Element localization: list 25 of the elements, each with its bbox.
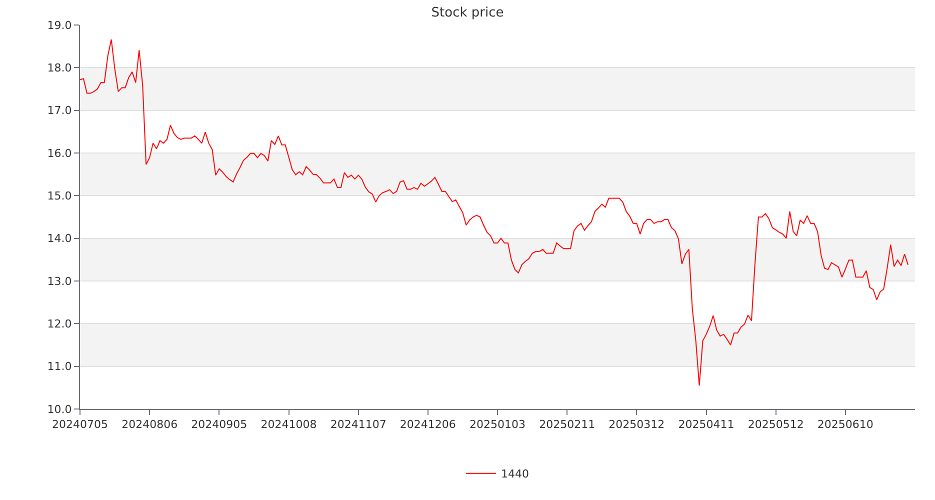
x-tick-label: 20250312: [608, 418, 665, 432]
y-tick-label: 16.0: [47, 146, 72, 160]
y-tick-label: 10.0: [47, 402, 72, 416]
y-tick-label: 12.0: [47, 318, 72, 331]
y-tick-label: 13.0: [47, 274, 72, 288]
y-tick-label: 18.0: [47, 62, 72, 75]
x-tick-label: 20241008: [260, 418, 317, 432]
x-tick-label: 20240806: [122, 418, 178, 432]
legend-label: 1440: [501, 468, 529, 481]
y-tick-label: 17.0: [47, 104, 72, 118]
x-tick-label: 20250211: [539, 418, 596, 432]
chart-title: Stock price: [431, 6, 504, 21]
line-series: [80, 39, 909, 386]
y-tick-label: 19.0: [47, 18, 72, 32]
x-tick-label: 20241107: [330, 418, 386, 432]
x-tick-label: 20250610: [817, 418, 874, 432]
x-tick-label: 20250512: [748, 418, 804, 432]
y-tick-label: 11.0: [47, 360, 72, 374]
x-tick-label: 20250103: [470, 418, 526, 432]
y-tick-label: 14.0: [47, 232, 72, 246]
x-tick-label: 20241206: [400, 418, 456, 432]
x-tick-label: 20250411: [678, 418, 734, 432]
x-tick-label: 20240705: [52, 418, 108, 432]
y-tick-label: 15.0: [47, 190, 72, 203]
x-tick-label: 20240905: [191, 418, 248, 432]
